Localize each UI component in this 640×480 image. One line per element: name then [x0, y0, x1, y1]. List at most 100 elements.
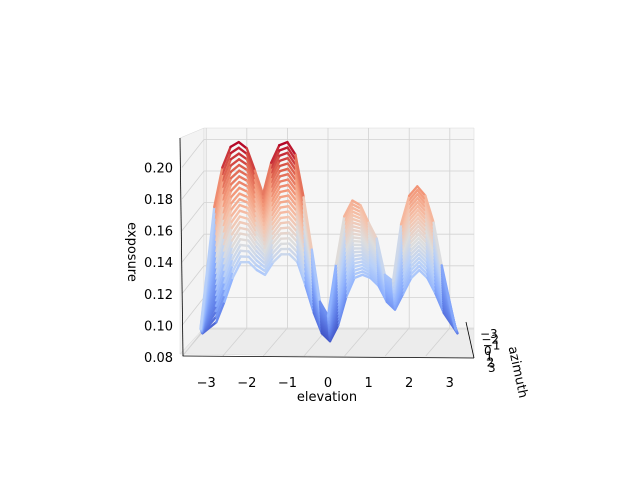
surface-segment — [351, 210, 362, 217]
surface-segment — [237, 146, 249, 156]
surface-segment — [369, 274, 380, 285]
surface-segment — [343, 203, 354, 222]
surface-segment — [360, 237, 371, 251]
surface-segment — [352, 260, 364, 265]
surface-segment — [270, 195, 282, 212]
surface-segment — [214, 262, 226, 291]
surface-segment — [426, 276, 437, 295]
surface-segment — [400, 229, 412, 256]
z-gridline-side — [181, 297, 205, 326]
surface-segment — [369, 276, 380, 288]
surface-segment — [270, 149, 281, 169]
surface-segment — [400, 233, 412, 259]
surface-segment — [262, 204, 274, 231]
surface-segment — [279, 226, 291, 230]
surface-segment — [221, 195, 233, 220]
surface-segment — [279, 220, 290, 225]
surface-segment — [409, 256, 421, 268]
surface-segment — [417, 260, 429, 272]
surface-segment — [361, 270, 372, 277]
surface-segment — [401, 272, 413, 292]
surface-segment — [262, 208, 274, 234]
surface-segment — [222, 251, 234, 278]
surface-segment — [255, 249, 266, 261]
surface-segment — [401, 276, 413, 295]
x-gridline-floor — [263, 327, 288, 357]
surface-segment — [230, 203, 241, 217]
surface-segment — [245, 158, 257, 182]
surface-segment — [237, 140, 249, 150]
surface-segment — [343, 206, 354, 226]
surface-segment — [214, 236, 225, 269]
surface-segment — [222, 258, 234, 284]
surface-segment — [213, 172, 224, 214]
surface-segment — [401, 245, 412, 269]
surface-segment — [360, 230, 371, 246]
surface-segment — [343, 228, 355, 249]
surface-segment — [237, 152, 249, 161]
x-tick-label: −3 — [197, 376, 216, 391]
surface-segment — [263, 246, 275, 265]
surface-segment — [213, 166, 224, 209]
surface-segment — [368, 263, 380, 276]
surface-segment — [230, 226, 242, 242]
surface-segment — [343, 199, 354, 218]
surface-segment — [351, 214, 363, 220]
surface-segment — [271, 216, 282, 231]
surface-segment — [213, 191, 225, 231]
surface-segment — [230, 220, 242, 236]
surface-segment — [408, 220, 420, 233]
surface-segment — [221, 145, 232, 169]
surface-segment — [383, 273, 395, 283]
surface-segment — [409, 228, 420, 241]
surface-segment — [287, 215, 299, 228]
surface-segment — [361, 267, 372, 274]
surface-segment — [351, 206, 362, 214]
surface-segment — [410, 268, 421, 280]
surface-segment — [246, 190, 257, 210]
surface-segment — [255, 254, 266, 265]
surface-segment — [287, 231, 299, 243]
surface-segment — [425, 253, 437, 275]
surface-segment — [399, 194, 411, 226]
surface-segment — [416, 201, 427, 213]
surface-segment — [270, 154, 281, 174]
x-gridline-floor — [425, 327, 451, 357]
surface-segment — [359, 220, 371, 238]
surface-segment — [222, 208, 233, 233]
surface-segment — [245, 152, 257, 177]
surface-segment — [221, 189, 233, 214]
surface-segment — [238, 232, 250, 237]
surface-segment — [417, 244, 429, 256]
surface-segment — [343, 232, 355, 253]
surface-segment — [278, 151, 289, 157]
surface-segment — [213, 198, 225, 236]
surface-segment — [238, 215, 250, 221]
surface-segment — [254, 221, 266, 238]
surface-segment — [369, 271, 380, 283]
surface-segment — [326, 262, 338, 318]
surface-segment — [409, 248, 420, 260]
z-gridline-side — [181, 265, 205, 295]
surface-segment — [229, 152, 241, 161]
surface-segment — [400, 237, 412, 262]
surface-segment — [263, 218, 274, 242]
surface-segment — [417, 224, 428, 237]
surface-segment — [255, 245, 266, 257]
surface-segment — [221, 158, 233, 182]
surface-segment — [401, 253, 412, 276]
surface-segment — [278, 162, 289, 168]
surface-segment — [425, 257, 437, 279]
surface-segment — [254, 207, 265, 227]
surface-segment — [261, 161, 273, 196]
surface-segment — [214, 274, 226, 302]
y-tick-label: 0 — [484, 344, 492, 358]
surface-segment — [408, 193, 419, 205]
surface-segment — [296, 255, 307, 283]
axes — [179, 137, 475, 359]
surface-segment — [368, 253, 380, 267]
surface-segment — [286, 167, 298, 182]
surface-segment — [296, 261, 307, 288]
surface-segment — [408, 209, 420, 221]
surface-segment — [345, 276, 356, 299]
